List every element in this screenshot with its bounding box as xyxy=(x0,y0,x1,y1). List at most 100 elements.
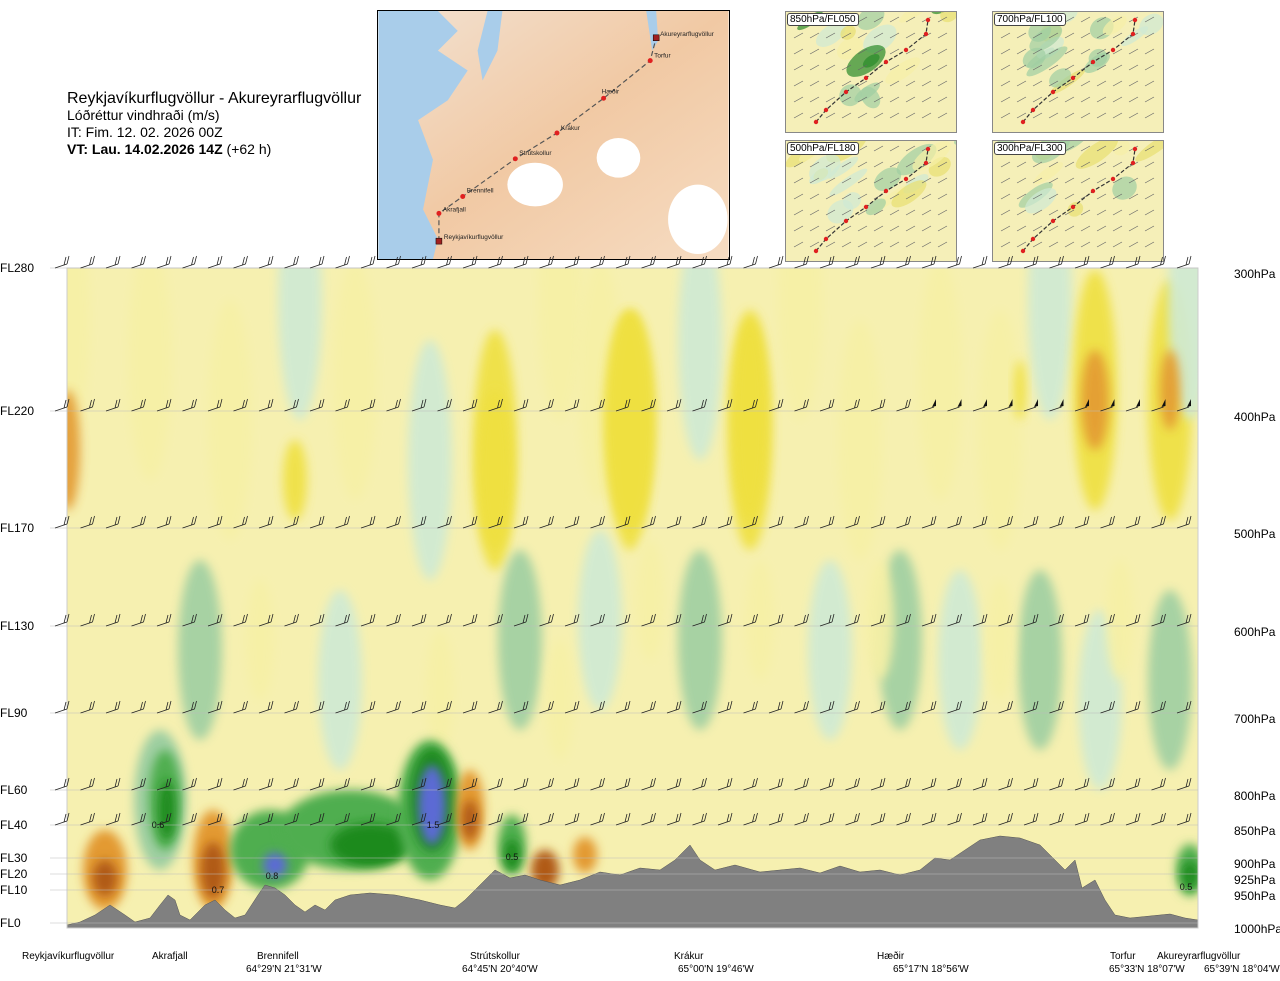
field-region xyxy=(838,320,882,560)
wind-barb xyxy=(258,812,274,826)
wind-barb xyxy=(794,777,809,791)
panel-route xyxy=(1022,148,1136,252)
panel-barb xyxy=(857,64,868,71)
panel-route-point xyxy=(823,236,829,242)
panel-barb xyxy=(1128,193,1139,200)
panel-barb xyxy=(1144,64,1155,71)
pressure-tick-label: 300hPa xyxy=(1234,267,1276,281)
panel-barb xyxy=(889,80,900,87)
panel-barb xyxy=(841,241,852,248)
panel-barb xyxy=(905,145,916,152)
panel-barb xyxy=(921,112,932,119)
panel-field-patch xyxy=(809,154,841,182)
wind-barb xyxy=(998,812,1013,826)
wind-barb xyxy=(921,255,937,269)
waypoint-coordinate: 64°45'N 20°40'W xyxy=(462,964,538,975)
wind-barb xyxy=(921,399,936,412)
field-region xyxy=(278,268,322,420)
panel-barb xyxy=(1032,48,1043,55)
wind-barb xyxy=(513,398,529,412)
panel-barb xyxy=(1080,209,1091,216)
panel-barb xyxy=(809,48,820,55)
wind-barb xyxy=(233,812,248,826)
panel-field-patch xyxy=(827,199,854,224)
contour-label: 1.5 xyxy=(427,820,440,830)
panel-barb xyxy=(1144,225,1155,232)
panel-barb xyxy=(873,32,884,39)
wind-barb xyxy=(156,613,172,627)
route-point-label: Torfur xyxy=(654,53,671,60)
panel-barb xyxy=(905,64,916,71)
panel-barb xyxy=(793,193,804,200)
panel-barb xyxy=(825,193,836,200)
wind-barb xyxy=(947,399,962,412)
wind-barb xyxy=(692,613,707,627)
wind-barb xyxy=(1100,812,1115,826)
panel-route-point xyxy=(1110,47,1116,53)
waypoint-coordinate: 65°33'N 18°07'W xyxy=(1109,964,1185,975)
wind-barb xyxy=(156,700,172,714)
field-region xyxy=(1018,570,1062,750)
wind-barb xyxy=(309,812,325,826)
panel-barb xyxy=(841,64,852,71)
wind-barb xyxy=(794,613,809,627)
wind-barb xyxy=(743,700,758,714)
panel-route xyxy=(815,148,929,252)
panel-barb xyxy=(825,209,836,216)
panel-barb xyxy=(841,32,852,39)
wind-barb xyxy=(768,515,784,529)
waypoint-coordinate: 65°00'N 19°46'W xyxy=(678,964,754,975)
vertical-velocity-field xyxy=(67,268,1198,910)
wind-barb xyxy=(513,812,529,826)
wind-barb xyxy=(411,398,427,412)
wind-barb xyxy=(156,515,172,529)
wind-barb xyxy=(131,777,146,791)
wind-barb xyxy=(743,613,758,627)
panel-barb xyxy=(937,177,948,184)
wind-barb xyxy=(615,398,631,412)
wind-barb xyxy=(80,398,95,412)
wind-barb xyxy=(998,613,1013,627)
wind-barb xyxy=(641,613,656,627)
wind-barb xyxy=(105,613,121,627)
wind-barb xyxy=(1151,700,1166,714)
panel-barb xyxy=(1000,225,1011,232)
wind-barb xyxy=(335,812,350,826)
panel-700hpa-label: 700hPa/FL100 xyxy=(994,13,1066,26)
wind-barb xyxy=(1125,255,1141,269)
panel-route-point xyxy=(883,188,889,194)
wind-barb xyxy=(539,613,554,627)
wind-barb xyxy=(80,613,95,627)
wind-barb xyxy=(1125,700,1141,714)
panel-barb xyxy=(921,96,932,103)
panel-route-point xyxy=(863,75,869,81)
wind-barb xyxy=(641,398,656,412)
panel-barb xyxy=(889,64,900,71)
wind-barb xyxy=(156,255,172,269)
panel-barb xyxy=(1128,225,1139,232)
panel-barb xyxy=(937,225,948,232)
fl-tick-label: FL30 xyxy=(0,851,28,865)
panel-barb xyxy=(937,241,948,248)
panel-barb xyxy=(937,96,948,103)
panel-barb xyxy=(793,177,804,184)
wind-barb xyxy=(1125,812,1141,826)
panel-route-point xyxy=(1070,75,1076,81)
wind-barb xyxy=(845,398,860,412)
panel-barb xyxy=(1080,96,1091,103)
wind-barb xyxy=(1074,777,1090,791)
panel-route-point xyxy=(923,160,929,166)
panel-route-point xyxy=(823,107,829,113)
wind-barb xyxy=(819,255,835,269)
panel-barb xyxy=(1144,112,1155,119)
panel-barb xyxy=(1064,80,1075,87)
panel-barb xyxy=(809,96,820,103)
panel-barb xyxy=(1032,96,1043,103)
wind-barb xyxy=(641,515,656,529)
panel-barb xyxy=(1048,32,1059,39)
pressure-tick-label: 850hPa xyxy=(1234,824,1276,838)
wind-barb xyxy=(54,700,70,714)
panel-barb xyxy=(793,241,804,248)
wind-barb xyxy=(411,515,427,529)
wind-barb xyxy=(360,398,376,412)
